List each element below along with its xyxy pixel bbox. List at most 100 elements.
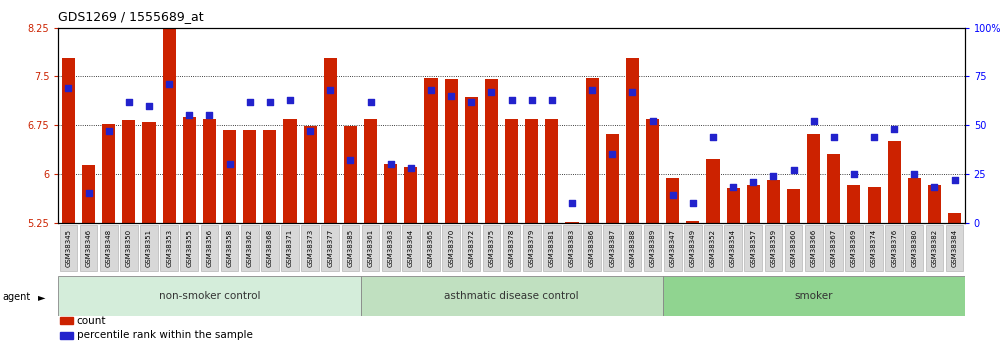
Bar: [828, 154, 840, 223]
Text: GSM38379: GSM38379: [529, 228, 535, 267]
Text: percentile rank within the sample: percentile rank within the sample: [77, 331, 253, 340]
Bar: [462, 225, 480, 270]
Bar: [162, 23, 175, 223]
Point: [564, 200, 580, 206]
Bar: [261, 225, 279, 270]
Point: [161, 81, 177, 87]
Point: [262, 99, 278, 105]
Point: [322, 87, 338, 93]
Bar: [100, 225, 118, 270]
Bar: [646, 119, 659, 223]
Bar: [82, 165, 95, 223]
Text: GSM38367: GSM38367: [831, 228, 837, 267]
Bar: [888, 141, 900, 223]
Bar: [385, 164, 397, 223]
Point: [282, 97, 298, 102]
Text: GSM38388: GSM38388: [629, 228, 635, 267]
Point: [685, 200, 701, 206]
Point: [242, 99, 258, 105]
Point: [101, 128, 117, 134]
Bar: [425, 78, 437, 223]
Text: GSM38363: GSM38363: [388, 228, 394, 267]
Text: GSM38384: GSM38384: [952, 228, 958, 267]
Bar: [847, 185, 860, 223]
Bar: [402, 225, 420, 270]
Bar: [805, 225, 823, 270]
Bar: [221, 225, 239, 270]
Bar: [445, 79, 457, 223]
Point: [584, 87, 600, 93]
Bar: [103, 125, 115, 223]
Bar: [180, 225, 198, 270]
Bar: [704, 225, 722, 270]
Bar: [583, 225, 601, 270]
Point: [403, 165, 419, 171]
Point: [665, 193, 681, 198]
Text: GSM38364: GSM38364: [408, 228, 414, 267]
Point: [725, 185, 741, 190]
Point: [383, 161, 399, 167]
Text: GSM38365: GSM38365: [428, 228, 434, 267]
Text: GSM38345: GSM38345: [65, 228, 71, 267]
Bar: [845, 225, 863, 270]
Bar: [867, 187, 880, 223]
Point: [363, 99, 379, 105]
Text: count: count: [77, 316, 106, 325]
Point: [141, 103, 157, 108]
Bar: [523, 225, 541, 270]
Point: [826, 134, 842, 139]
Point: [644, 118, 661, 124]
Bar: [465, 97, 477, 223]
Point: [886, 126, 902, 132]
Point: [604, 151, 620, 157]
Bar: [323, 58, 336, 223]
Text: GSM38372: GSM38372: [468, 228, 474, 267]
Point: [443, 93, 459, 99]
Text: GSM38359: GSM38359: [770, 228, 776, 267]
Text: agent: agent: [2, 292, 30, 302]
Text: asthmatic disease control: asthmatic disease control: [444, 291, 579, 301]
Bar: [502, 225, 521, 270]
Text: GSM38385: GSM38385: [347, 228, 353, 267]
Bar: [606, 134, 618, 223]
Text: GSM38386: GSM38386: [589, 228, 595, 267]
Point: [745, 179, 761, 184]
Bar: [808, 134, 820, 223]
Text: GSM38373: GSM38373: [307, 228, 313, 267]
Point: [222, 161, 238, 167]
Bar: [667, 178, 679, 223]
Bar: [726, 188, 739, 223]
Text: GSM38383: GSM38383: [569, 228, 575, 267]
Bar: [160, 225, 178, 270]
Text: GSM38366: GSM38366: [811, 228, 817, 267]
Text: GSM38355: GSM38355: [186, 228, 192, 267]
Point: [624, 89, 640, 95]
Bar: [787, 189, 800, 223]
Bar: [321, 225, 339, 270]
Point: [806, 118, 822, 124]
Bar: [603, 225, 621, 270]
Text: GSM38353: GSM38353: [166, 228, 172, 267]
Point: [947, 177, 963, 183]
Point: [705, 134, 721, 139]
Text: GSM38354: GSM38354: [730, 228, 736, 267]
Bar: [764, 225, 782, 270]
Bar: [744, 225, 762, 270]
Text: GDS1269 / 1555689_at: GDS1269 / 1555689_at: [58, 10, 204, 23]
Text: GSM38351: GSM38351: [146, 228, 152, 267]
Bar: [625, 58, 638, 223]
Point: [342, 157, 358, 163]
Point: [302, 128, 318, 134]
Bar: [623, 225, 641, 270]
Text: GSM38349: GSM38349: [690, 228, 696, 267]
Bar: [949, 213, 961, 223]
Point: [504, 97, 520, 102]
Bar: [382, 225, 400, 270]
Bar: [362, 225, 380, 270]
Text: GSM38374: GSM38374: [871, 228, 877, 267]
Bar: [482, 225, 500, 270]
Bar: [244, 130, 257, 223]
Text: GSM38360: GSM38360: [790, 228, 797, 267]
Bar: [405, 167, 417, 223]
Bar: [684, 225, 702, 270]
